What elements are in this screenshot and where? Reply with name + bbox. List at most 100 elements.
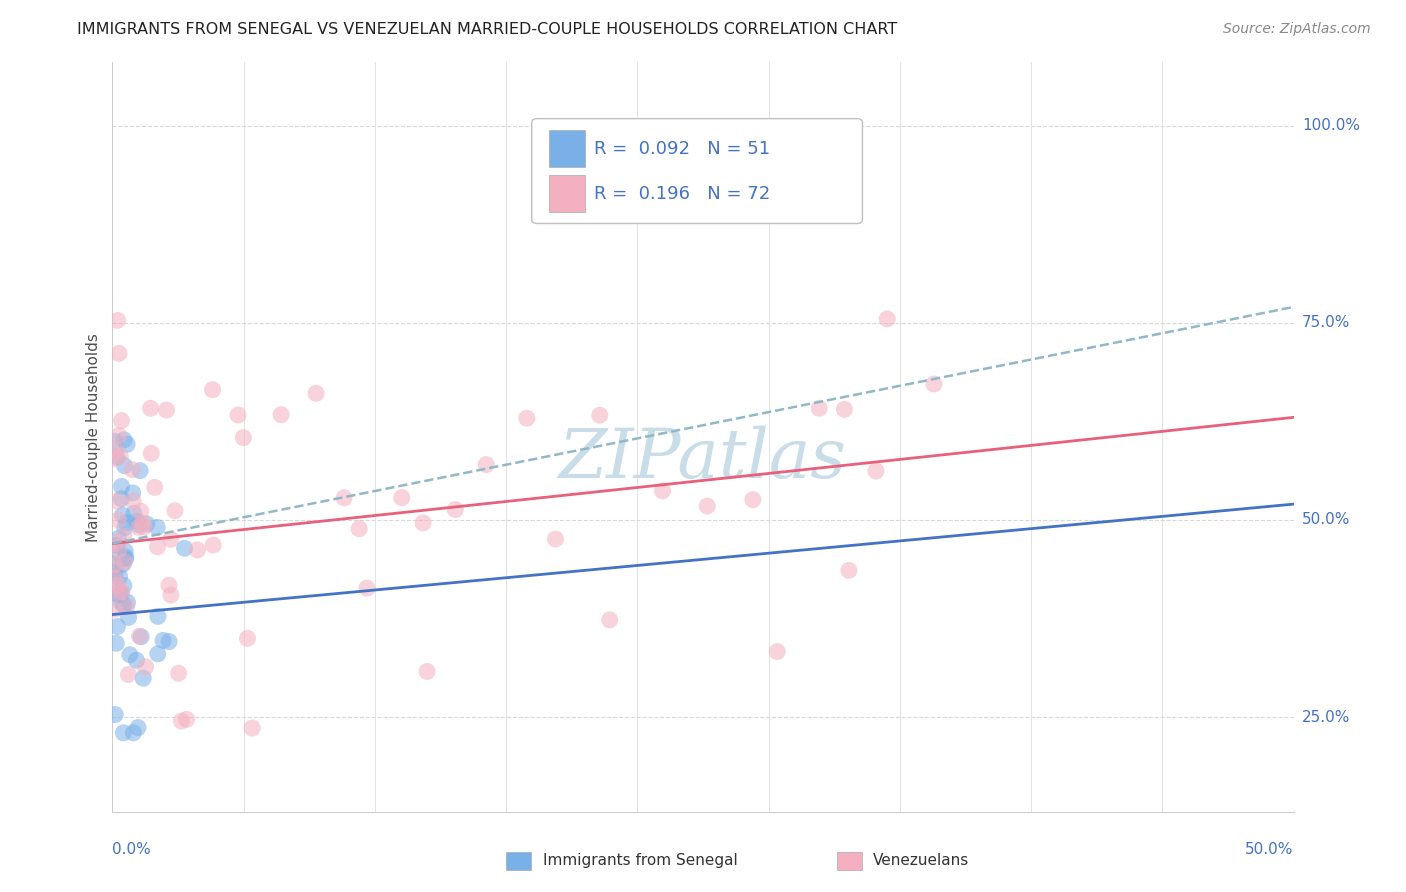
Point	[110, 548, 132, 562]
Point	[110, 479, 132, 493]
Point	[135, 516, 157, 531]
Point	[146, 609, 169, 624]
Point	[139, 401, 162, 416]
Point	[104, 565, 127, 579]
Point	[599, 613, 621, 627]
Point	[129, 630, 152, 644]
Point	[135, 659, 157, 673]
Text: Immigrants from Senegal: Immigrants from Senegal	[543, 854, 738, 868]
Point	[128, 629, 150, 643]
Text: R =  0.092   N = 51: R = 0.092 N = 51	[595, 140, 770, 158]
Point	[121, 486, 143, 500]
FancyBboxPatch shape	[531, 119, 862, 224]
Point	[766, 644, 789, 658]
Point	[201, 383, 224, 397]
Point	[157, 578, 180, 592]
Point	[108, 428, 131, 442]
Text: 0.0%: 0.0%	[112, 842, 152, 857]
Point	[155, 403, 177, 417]
Point	[125, 653, 148, 667]
Point	[105, 494, 128, 508]
Point	[129, 464, 152, 478]
Point	[167, 666, 190, 681]
Point	[112, 529, 135, 543]
Point	[128, 517, 150, 532]
Point	[107, 585, 129, 599]
Point	[347, 522, 370, 536]
Point	[160, 588, 183, 602]
Point	[104, 434, 127, 449]
Point	[110, 491, 132, 506]
Point	[834, 402, 856, 417]
Point	[105, 450, 128, 464]
Point	[176, 712, 198, 726]
Point	[146, 647, 169, 661]
Point	[105, 538, 128, 552]
Point	[104, 571, 127, 585]
Point	[838, 563, 860, 577]
Point	[143, 480, 166, 494]
Point	[118, 648, 141, 662]
Point	[107, 513, 129, 527]
Point	[107, 313, 129, 327]
Point	[108, 585, 131, 599]
Point	[112, 598, 135, 612]
Point	[112, 555, 135, 569]
Text: ZIPatlas: ZIPatlas	[560, 426, 846, 493]
Point	[114, 544, 136, 558]
Point	[115, 599, 138, 614]
Point	[416, 665, 439, 679]
Point	[226, 408, 249, 422]
Text: R =  0.196   N = 72: R = 0.196 N = 72	[595, 185, 770, 202]
Point	[104, 442, 127, 457]
Point	[112, 726, 135, 740]
Point	[121, 462, 143, 476]
Point	[232, 431, 254, 445]
Text: 100.0%: 100.0%	[1302, 118, 1360, 133]
Point	[157, 634, 180, 648]
Point	[475, 458, 498, 472]
Point	[129, 504, 152, 518]
Point	[108, 569, 131, 583]
Point	[104, 602, 127, 616]
Point	[117, 610, 139, 624]
Point	[104, 707, 127, 722]
Point	[104, 451, 127, 466]
Text: Venezuelans: Venezuelans	[873, 854, 969, 868]
Point	[146, 520, 169, 534]
Point	[152, 633, 174, 648]
Point	[132, 520, 155, 534]
Point	[589, 408, 612, 422]
Point	[110, 449, 132, 463]
Point	[107, 578, 129, 592]
Point	[112, 458, 135, 473]
Point	[922, 376, 945, 391]
Point	[111, 584, 134, 599]
Point	[876, 312, 898, 326]
Point	[114, 549, 136, 564]
Point	[333, 491, 356, 505]
Point	[270, 408, 292, 422]
Point	[115, 437, 138, 451]
Point	[163, 504, 186, 518]
Point	[117, 595, 139, 609]
Point	[544, 532, 567, 546]
Point	[141, 446, 163, 460]
Point	[186, 543, 208, 558]
Point	[122, 506, 145, 520]
Point	[104, 558, 127, 572]
Point	[104, 569, 127, 583]
Point	[170, 714, 193, 728]
Point	[412, 516, 434, 530]
Point	[865, 464, 887, 478]
Point	[111, 558, 134, 572]
Point	[808, 401, 831, 416]
Point	[696, 499, 718, 513]
Point	[112, 578, 135, 592]
Point	[741, 492, 763, 507]
Point	[202, 538, 225, 552]
Point	[114, 521, 136, 535]
Point	[146, 540, 169, 554]
Point	[444, 502, 467, 516]
Point	[122, 726, 145, 740]
